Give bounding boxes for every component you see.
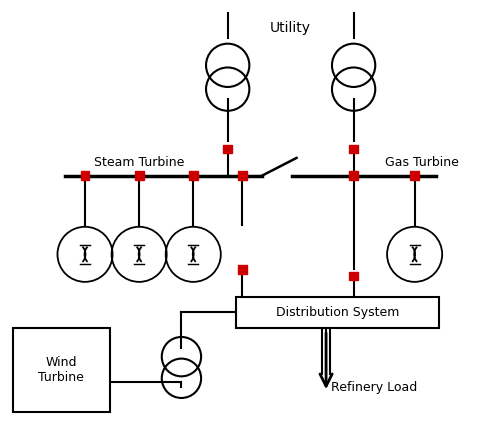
- Text: Utility: Utility: [270, 21, 311, 35]
- Text: Steam Turbine: Steam Turbine: [94, 156, 185, 169]
- Bar: [189, 171, 198, 180]
- Text: Gas Turbine: Gas Turbine: [385, 156, 459, 169]
- Bar: [223, 144, 232, 153]
- Bar: [81, 171, 89, 180]
- Bar: [236, 296, 439, 328]
- Bar: [135, 171, 143, 180]
- Bar: [238, 265, 247, 273]
- Bar: [349, 271, 358, 280]
- Bar: [410, 171, 419, 180]
- Text: Refinery Load: Refinery Load: [331, 381, 417, 394]
- Bar: [349, 171, 358, 180]
- Bar: [13, 328, 109, 412]
- Bar: [238, 171, 247, 180]
- Bar: [349, 144, 358, 153]
- Text: Distribution System: Distribution System: [276, 306, 399, 319]
- Text: Wind
Turbine: Wind Turbine: [38, 356, 84, 384]
